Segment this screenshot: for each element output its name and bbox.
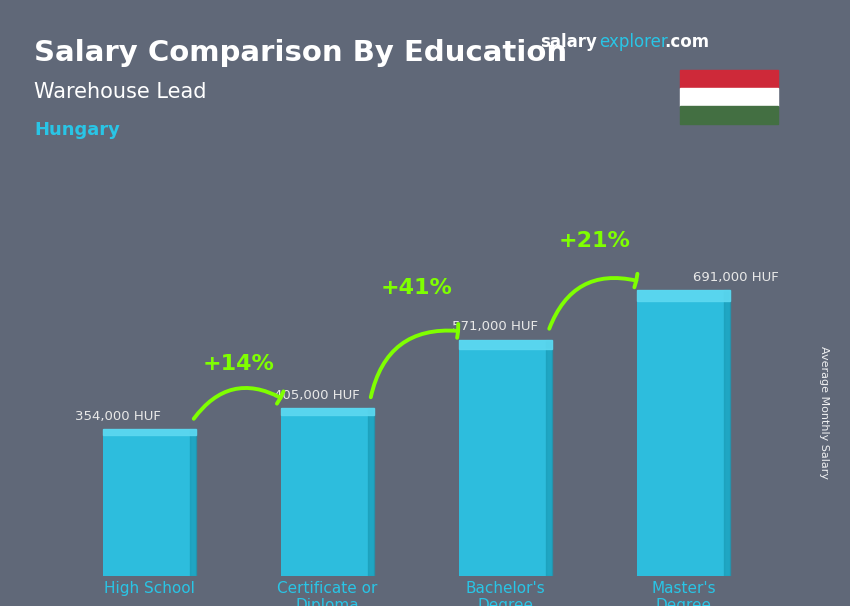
Text: 571,000 HUF: 571,000 HUF — [452, 321, 538, 333]
Text: Salary Comparison By Education: Salary Comparison By Education — [34, 39, 567, 67]
Bar — [638, 290, 730, 576]
Text: salary: salary — [540, 33, 597, 52]
Bar — [724, 290, 730, 576]
Text: Warehouse Lead: Warehouse Lead — [34, 82, 207, 102]
Text: Hungary: Hungary — [34, 121, 120, 139]
Text: +41%: +41% — [381, 278, 452, 298]
Text: +21%: +21% — [558, 231, 631, 251]
Text: 691,000 HUF: 691,000 HUF — [693, 271, 779, 284]
Bar — [680, 106, 778, 124]
Bar — [459, 339, 552, 576]
Bar — [190, 429, 196, 576]
Text: +14%: +14% — [202, 354, 275, 374]
Bar — [680, 70, 778, 88]
Bar — [459, 339, 552, 349]
Bar — [103, 429, 196, 576]
Text: 405,000 HUF: 405,000 HUF — [274, 389, 360, 402]
Bar — [638, 290, 730, 301]
Bar — [281, 408, 374, 415]
Text: .com: .com — [665, 33, 710, 52]
Bar — [281, 408, 374, 576]
Bar — [547, 339, 552, 576]
Text: explorer: explorer — [599, 33, 668, 52]
Bar — [680, 88, 778, 106]
Bar — [103, 429, 196, 435]
Bar — [368, 408, 374, 576]
Text: 354,000 HUF: 354,000 HUF — [75, 410, 161, 423]
Text: Average Monthly Salary: Average Monthly Salary — [819, 345, 829, 479]
